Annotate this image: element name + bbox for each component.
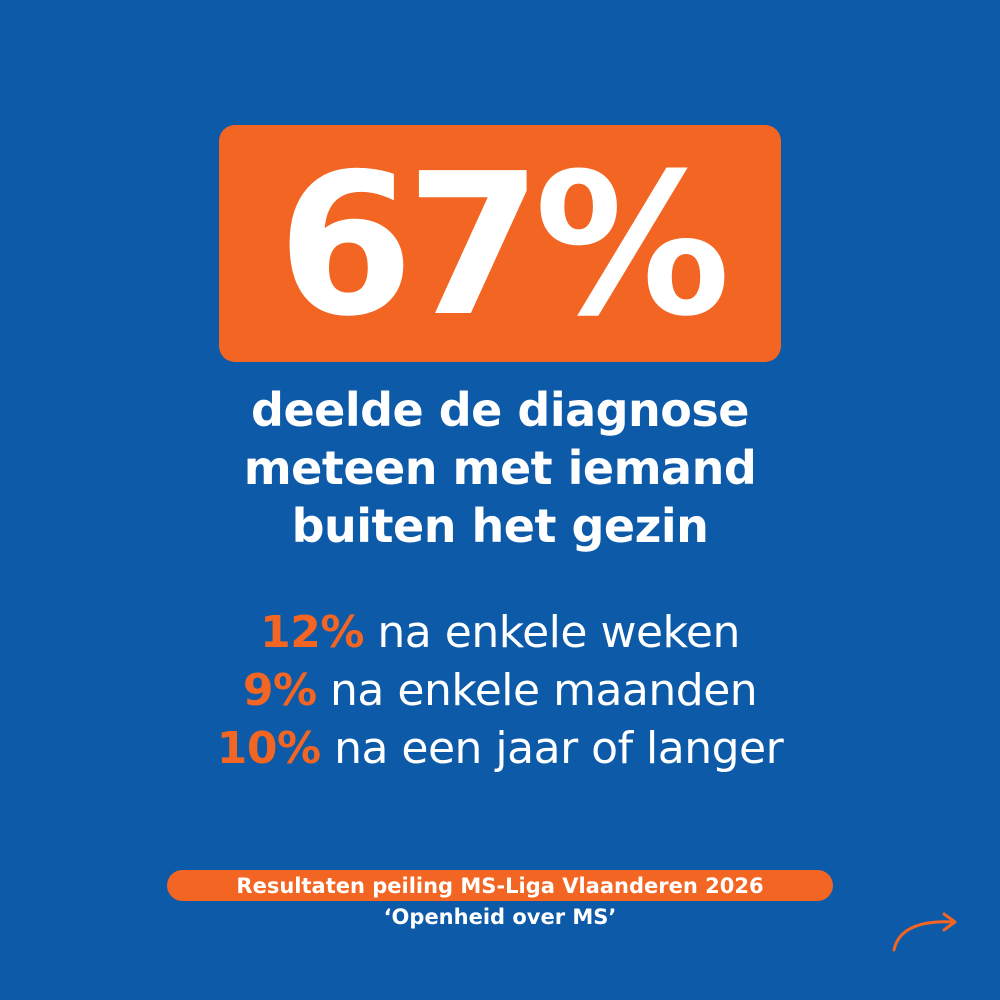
description-line: deelde de diagnose (251, 383, 749, 437)
stats-list: 12% na enkele weken 9% na enkele maanden… (60, 604, 940, 778)
stat-percentage: 10% (216, 723, 321, 774)
stat-percentage: 9% (242, 665, 317, 716)
stat-text: na een jaar of langer (320, 723, 784, 774)
headline-badge: 67% (219, 125, 781, 362)
stat-percentage: 12% (260, 607, 364, 658)
stat-text: na enkele maanden (316, 665, 758, 716)
description-line: buiten het gezin (291, 499, 709, 553)
stat-text: na enkele weken (363, 607, 740, 658)
headline-description: deelde de diagnose meteen met iemand bui… (100, 381, 900, 555)
stat-line-year: 10% na een jaar of langer (60, 720, 940, 778)
headline-percentage: 67% (277, 131, 730, 360)
source-title: Resultaten peiling MS-Liga Vlaanderen 20… (236, 873, 764, 898)
arrow-right-icon[interactable] (888, 906, 962, 956)
description-line: meteen met iemand (243, 441, 757, 495)
source-badge: Resultaten peiling MS-Liga Vlaanderen 20… (167, 870, 833, 901)
source-subtitle: ‘Openheid over MS’ (383, 905, 617, 929)
stat-line-weeks: 12% na enkele weken (60, 604, 940, 662)
stat-line-months: 9% na enkele maanden (60, 662, 940, 720)
